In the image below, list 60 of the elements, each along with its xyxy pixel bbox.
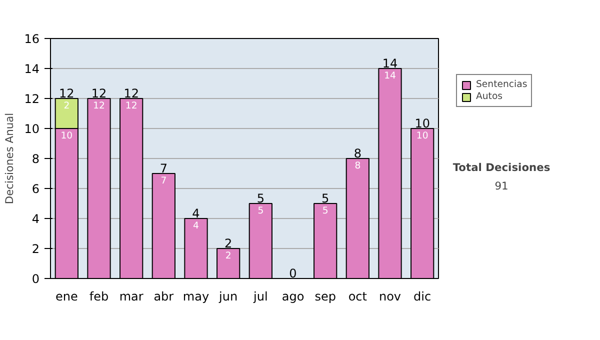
data-label: 8 bbox=[354, 160, 361, 172]
y-tick-label: 10 bbox=[24, 122, 40, 136]
x-tick-label: mar bbox=[119, 290, 144, 304]
data-label: 14 bbox=[384, 70, 396, 82]
y-tick-label: 14 bbox=[24, 62, 40, 76]
x-tick-label: jul bbox=[252, 290, 268, 304]
legend-label: Sentencias bbox=[476, 79, 528, 90]
data-label: 5 bbox=[258, 206, 264, 216]
data-label: 7 bbox=[160, 176, 167, 186]
x-tick-label: abr bbox=[154, 290, 174, 304]
x-tick-label: may bbox=[182, 290, 210, 304]
data-label: 12 bbox=[125, 100, 138, 112]
data-label: 10 bbox=[416, 130, 428, 142]
bar bbox=[120, 98, 144, 278]
bar bbox=[346, 158, 370, 278]
total-label: 0 bbox=[289, 266, 297, 280]
y-tick-label: 2 bbox=[32, 242, 40, 256]
total-label: 10 bbox=[414, 116, 430, 130]
x-tick-label: nov bbox=[378, 290, 402, 304]
x-tick-label: oct bbox=[348, 290, 368, 304]
y-tick-label: 16 bbox=[24, 32, 40, 46]
total-label: 12 bbox=[91, 86, 107, 100]
data-label: 2 bbox=[64, 100, 70, 112]
y-tick-label: 4 bbox=[32, 212, 40, 226]
total-label: 4 bbox=[192, 206, 200, 220]
data-label: 10 bbox=[60, 130, 73, 142]
bar bbox=[410, 128, 434, 278]
x-tick-label: sep bbox=[314, 290, 336, 304]
data-label: 2 bbox=[225, 250, 232, 262]
bar bbox=[152, 173, 176, 278]
y-tick-label: 0 bbox=[32, 272, 40, 286]
x-tick-label: ene bbox=[55, 290, 78, 304]
legend-label: Autos bbox=[476, 91, 503, 102]
bar bbox=[184, 218, 208, 278]
y-tick-label: 6 bbox=[32, 182, 40, 196]
bar bbox=[87, 98, 111, 278]
x-tick-label: ago bbox=[282, 290, 304, 304]
bar bbox=[314, 203, 338, 278]
total-label: 5 bbox=[322, 192, 330, 206]
total-label: 2 bbox=[224, 236, 232, 250]
bar bbox=[248, 203, 272, 278]
data-label: 5 bbox=[322, 206, 328, 216]
x-tick-label: jun bbox=[218, 290, 238, 304]
x-tick-label: dic bbox=[414, 290, 432, 304]
data-label: 4 bbox=[193, 220, 200, 232]
y-axis-title: Decisiones Anual bbox=[3, 112, 16, 204]
bar bbox=[378, 68, 402, 278]
data-label: 12 bbox=[93, 100, 105, 112]
y-tick-label: 12 bbox=[24, 92, 40, 106]
y-tick-label: 8 bbox=[32, 152, 40, 166]
total-label: 12 bbox=[124, 86, 139, 100]
total-label: 12 bbox=[59, 86, 74, 100]
text: Total Decisiones bbox=[452, 161, 550, 174]
total-label: 5 bbox=[256, 192, 264, 206]
text: 91 bbox=[494, 179, 508, 192]
total-label: 7 bbox=[160, 162, 168, 176]
bar bbox=[216, 248, 240, 278]
x-tick-label: feb bbox=[89, 290, 109, 304]
total-label: 8 bbox=[354, 146, 362, 160]
total-label: 14 bbox=[382, 56, 398, 70]
